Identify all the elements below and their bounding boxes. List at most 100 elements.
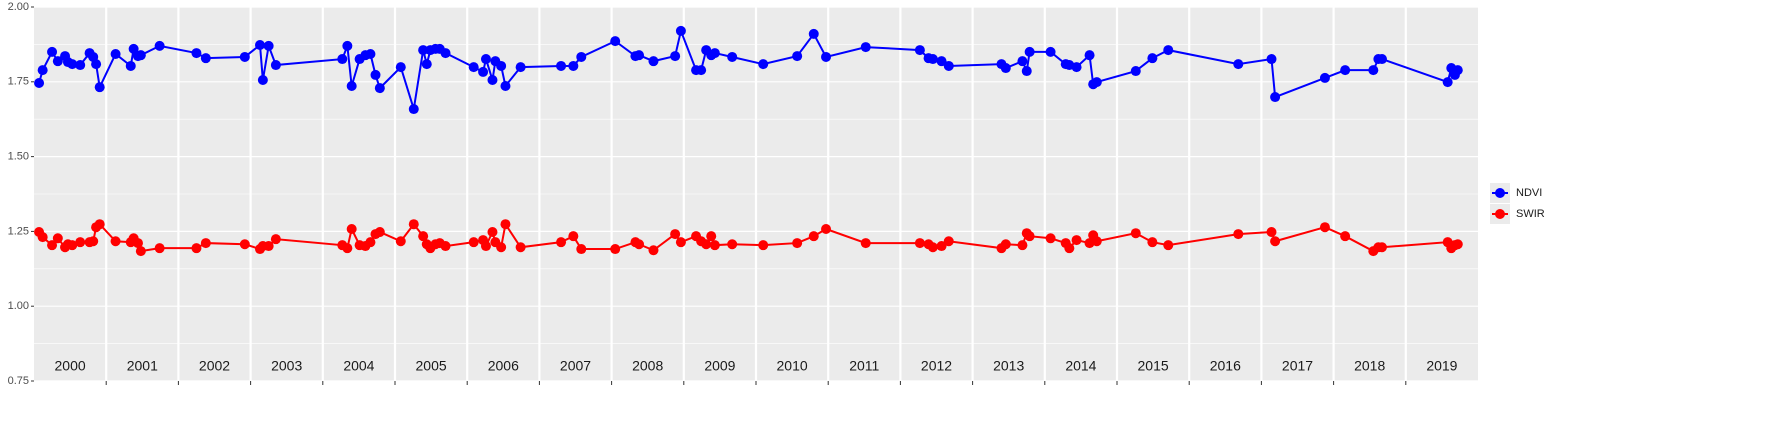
point	[821, 224, 832, 235]
point	[758, 59, 769, 70]
point	[342, 40, 353, 51]
point	[135, 246, 146, 257]
point	[1452, 239, 1463, 250]
point	[468, 237, 479, 248]
point	[556, 237, 567, 248]
point	[52, 233, 63, 244]
y-tick-label: 2.00	[8, 1, 29, 13]
point	[263, 241, 274, 252]
point	[610, 36, 621, 47]
point	[706, 231, 717, 242]
year-label: 2015	[1138, 358, 1169, 374]
point	[395, 62, 406, 73]
point	[808, 231, 819, 242]
point	[675, 237, 686, 248]
point	[634, 50, 645, 61]
point	[860, 42, 871, 53]
point	[500, 219, 511, 230]
point	[1368, 65, 1379, 76]
point	[648, 56, 659, 67]
point	[75, 60, 86, 71]
point	[110, 236, 121, 247]
point	[792, 51, 803, 62]
year-label: 2014	[1065, 358, 1096, 374]
point	[808, 28, 819, 39]
point	[440, 48, 451, 59]
point	[1340, 231, 1351, 242]
point	[154, 40, 165, 51]
point	[270, 60, 281, 71]
point	[1130, 228, 1141, 239]
y-tick-label: 1.25	[8, 225, 29, 237]
point	[1024, 46, 1035, 57]
year-label: 2007	[560, 358, 591, 374]
point	[257, 75, 268, 86]
point	[468, 62, 479, 73]
point	[1266, 226, 1277, 237]
point	[1071, 235, 1082, 246]
point	[487, 226, 498, 237]
point	[200, 238, 211, 249]
point	[239, 51, 250, 62]
year-label: 2013	[993, 358, 1024, 374]
point	[701, 239, 712, 250]
year-label: 2001	[127, 358, 158, 374]
point	[191, 48, 202, 59]
point	[670, 229, 681, 240]
year-label: 2006	[488, 358, 519, 374]
point	[648, 245, 659, 256]
point	[1163, 45, 1174, 56]
year-label: 2008	[632, 358, 663, 374]
point	[34, 77, 45, 88]
point	[860, 238, 871, 249]
point	[1270, 92, 1281, 103]
point	[1442, 77, 1453, 88]
point	[75, 237, 86, 248]
point	[1163, 240, 1174, 251]
point	[47, 240, 58, 251]
point	[478, 66, 489, 77]
point	[727, 51, 738, 62]
point	[1084, 50, 1095, 61]
point	[634, 239, 645, 250]
point	[418, 45, 429, 56]
point	[67, 240, 78, 251]
point	[1045, 233, 1056, 244]
year-label: 2019	[1426, 358, 1457, 374]
point	[239, 239, 250, 250]
point	[94, 82, 105, 93]
legend-key-point	[1495, 209, 1505, 219]
point	[37, 232, 48, 243]
point	[1017, 240, 1028, 251]
point	[675, 25, 686, 36]
point	[370, 69, 381, 80]
point	[1091, 236, 1102, 247]
point	[568, 231, 579, 242]
point	[1045, 46, 1056, 57]
point	[914, 238, 925, 249]
point	[1017, 56, 1028, 67]
year-label: 2003	[271, 358, 302, 374]
point	[128, 43, 139, 54]
point	[47, 46, 58, 57]
point	[395, 236, 406, 247]
point	[88, 236, 99, 247]
point	[1000, 63, 1011, 74]
point	[496, 242, 507, 253]
point	[67, 59, 78, 70]
point	[346, 224, 357, 235]
point	[936, 56, 947, 67]
point	[1376, 242, 1387, 253]
point	[1376, 54, 1387, 65]
point	[576, 244, 587, 255]
point	[936, 241, 947, 252]
point	[1452, 65, 1463, 76]
y-tick-label: 1.50	[8, 151, 29, 163]
point	[254, 39, 265, 50]
point	[342, 243, 353, 254]
point	[1233, 59, 1244, 70]
point	[943, 236, 954, 247]
year-label: 2005	[416, 358, 447, 374]
point	[191, 243, 202, 254]
